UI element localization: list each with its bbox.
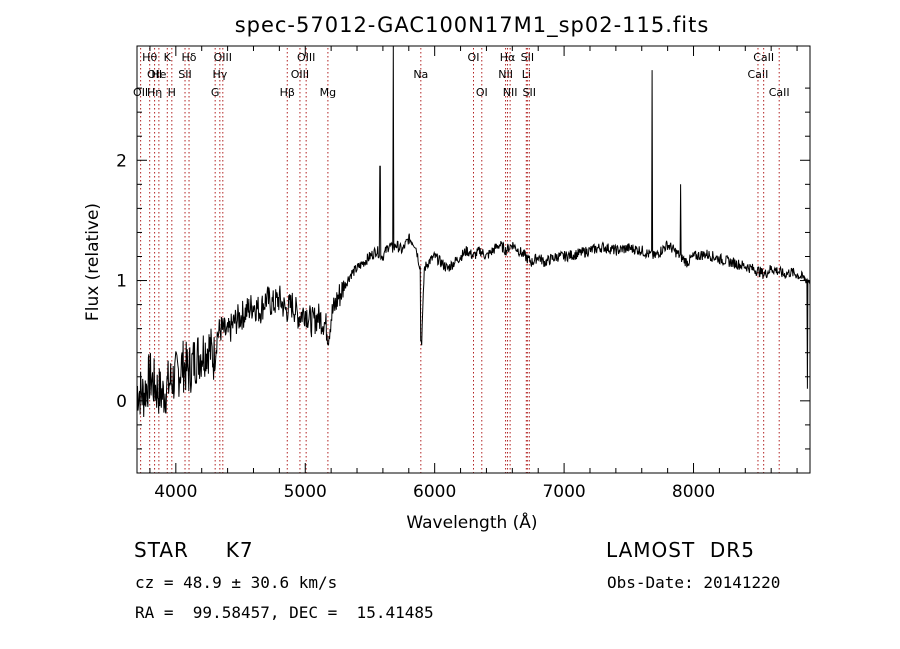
redshift-velocity: cz = 48.9 ± 30.6 km/s xyxy=(135,573,338,592)
spectral-line-label: Hβ xyxy=(280,86,295,99)
spectral-line-label: OI xyxy=(476,86,488,99)
spectral-line-label: OIII xyxy=(297,51,315,64)
coordinates: RA = 99.58457, DEC = 15.41485 xyxy=(135,603,434,622)
survey-label: LAMOST DR5 xyxy=(606,538,755,562)
spectral-line-label: SII xyxy=(521,51,534,64)
spectral-line-label: CaII xyxy=(769,86,790,99)
x-tick-label: 7000 xyxy=(542,482,585,502)
x-tick-label: 4000 xyxy=(154,482,197,502)
spectral-line-label: CaII xyxy=(753,51,774,64)
spectral-line-label: Hγ xyxy=(212,68,227,81)
x-tick-label: 6000 xyxy=(413,482,456,502)
spectral-line-label: G xyxy=(211,86,220,99)
spectral-line-label: Hδ xyxy=(182,51,197,64)
spectral-line-label: CaII xyxy=(748,68,769,81)
y-tick-label: 0 xyxy=(116,392,127,412)
spectral-line-label: OIII xyxy=(291,68,309,81)
x-axis-label: Wavelength (Å) xyxy=(406,511,537,533)
spectrum-line xyxy=(136,45,811,418)
y-axis-label: Flux (relative) xyxy=(83,203,103,321)
star-class-label: STAR K7 xyxy=(134,538,254,562)
spectral-line-label: Hη xyxy=(147,86,162,99)
spectral-line-label: SII xyxy=(523,86,536,99)
x-axis: 4000 5000 6000 7000 8000 xyxy=(149,46,798,502)
spectrum-series xyxy=(136,45,811,418)
spectral-line-label: OIII xyxy=(214,51,232,64)
x-tick-label: 8000 xyxy=(672,482,715,502)
spectral-line-label: K xyxy=(164,51,172,64)
x-tick-label: 5000 xyxy=(284,482,327,502)
chart-title: spec-57012-GAC100N17M1_sp02-115.fits xyxy=(235,13,710,38)
spectral-line-label: NII xyxy=(503,86,518,99)
spectral-line-label: OI xyxy=(468,51,480,64)
y-tick-label: 2 xyxy=(116,151,127,171)
spectral-line-label: SII xyxy=(178,68,191,81)
spectral-line-label: Hα xyxy=(500,51,516,64)
observation-date: Obs-Date: 20141220 xyxy=(607,573,781,592)
spectral-line-label: NII xyxy=(498,68,513,81)
spectral-line-label: Mg xyxy=(320,86,336,99)
spectral-line-label: Na xyxy=(413,68,428,81)
spectral-line-label: Li xyxy=(522,68,531,81)
spectral-line-label: He xyxy=(151,68,166,81)
spectral-line-label: H xyxy=(168,86,176,99)
y-tick-label: 1 xyxy=(116,272,127,292)
spectral-line-label: Hθ xyxy=(142,51,157,64)
y-axis: 0 1 2 xyxy=(116,87,810,450)
spectral-line-label: OII xyxy=(147,68,162,81)
plot-frame xyxy=(136,45,811,474)
